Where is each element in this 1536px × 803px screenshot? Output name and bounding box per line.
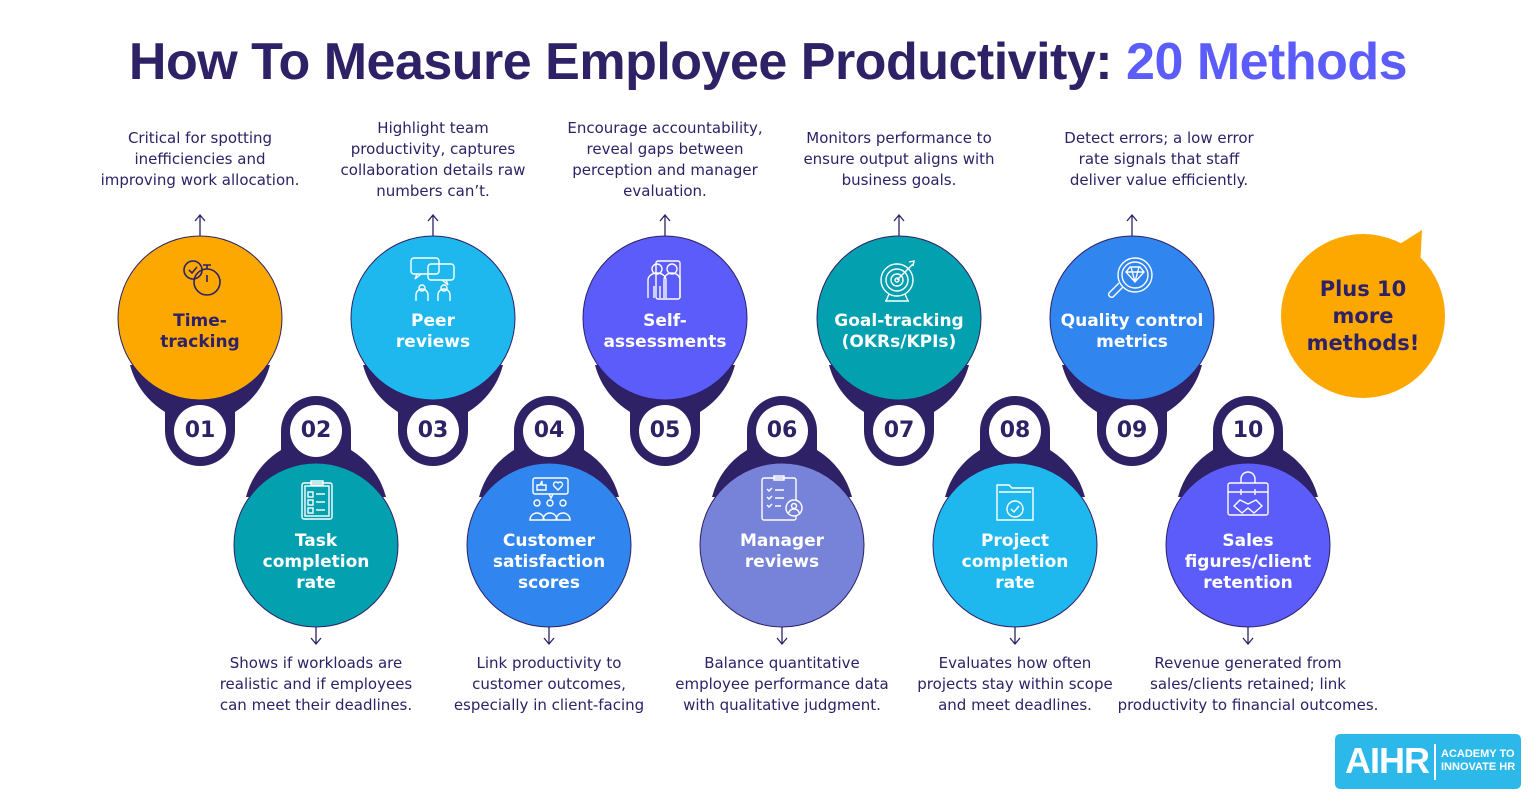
method-04-label: Customer satisfaction scores [492, 531, 606, 593]
arrow-up-05 [659, 213, 671, 236]
method-10-label: Sales figures/client retention [1184, 531, 1312, 593]
method-04-description: Link productivity to customer outcomes, es… [453, 654, 645, 714]
customer-feedback-icon [529, 477, 571, 521]
method-01-label: Time-tracking [160, 311, 240, 352]
method-01-number: 01 [184, 418, 216, 443]
stopwatch-check-icon [183, 260, 221, 296]
aihr-logo: AIHR ACADEMY TO INNOVATE HR [1335, 734, 1521, 789]
mirror-person-icon [647, 260, 681, 300]
briefcase-handshake-icon [1227, 471, 1269, 516]
method-08-label: Project completion rate [961, 531, 1069, 593]
more-methods-text: Plus 10 more methods! [1306, 277, 1420, 355]
method-06-label: Manager reviews [739, 531, 825, 572]
arrow-down-06 [776, 627, 788, 646]
method-09-number: 09 [1116, 418, 1148, 443]
clipboard-user-icon [761, 475, 803, 521]
method-10-description: Revenue generated from sales/clients reta… [1117, 654, 1379, 714]
logo-divider [1434, 744, 1436, 780]
clipboard-checklist-icon [301, 480, 333, 520]
arrow-up-07 [893, 213, 905, 236]
method-08-description: Evaluates how often projects stay within … [917, 654, 1113, 714]
method-09-label: Quality control metrics [1060, 311, 1204, 352]
method-05-number: 05 [649, 418, 681, 443]
arrow-up-03 [427, 213, 439, 236]
method-02-description: Shows if workloads are realistic and if e… [219, 654, 413, 714]
method-03-number: 03 [417, 418, 449, 443]
method-03-description: Highlight team productivity, captures coll… [340, 119, 526, 200]
method-05-description: Encourage accountability, reveal gaps bet… [567, 119, 763, 200]
method-04-number: 04 [533, 418, 565, 443]
arrow-down-10 [1242, 627, 1254, 646]
folder-check-icon [996, 484, 1034, 521]
method-02-label: Task completion rate [262, 531, 370, 593]
arrow-up-09 [1126, 213, 1138, 236]
page-title: How To Measure Employee Productivity: 20… [0, 30, 1536, 94]
chat-bubbles-people-icon [410, 257, 455, 301]
more-methods-bubble [1281, 230, 1445, 398]
arrow-up-01 [194, 213, 206, 236]
method-09-description: Detect errors; a low error rate signals t… [1064, 129, 1254, 189]
target-arrow-icon [880, 260, 915, 302]
method-01-description: Critical for spotting inefficiencies and i… [100, 129, 300, 189]
method-10-number: 10 [1232, 418, 1264, 443]
method-07-label: Goal-tracking (OKRs/KPIs) [834, 311, 964, 352]
logo-mark: AIHR [1345, 740, 1430, 781]
magnifier-diamond-icon [1108, 257, 1153, 298]
method-08-number: 08 [999, 418, 1031, 443]
title-main: How To Measure Employee Productivity: [128, 33, 1113, 91]
arrow-down-04 [543, 627, 555, 646]
method-06-number: 06 [766, 418, 798, 443]
method-05-label: Self-assessments [603, 311, 727, 352]
method-07-number: 07 [883, 418, 915, 443]
arrow-down-08 [1009, 627, 1021, 646]
title-accent: 20 Methods [1126, 33, 1408, 91]
method-02-number: 02 [300, 418, 332, 443]
method-03-label: Peer reviews [395, 311, 471, 352]
logo-tagline: ACADEMY TO INNOVATE HR [1441, 748, 1516, 773]
method-07-description: Monitors performance to ensure output ali… [803, 129, 995, 189]
method-06-description: Balance quantitative employee performance… [675, 654, 889, 714]
arrow-down-02 [310, 627, 322, 646]
